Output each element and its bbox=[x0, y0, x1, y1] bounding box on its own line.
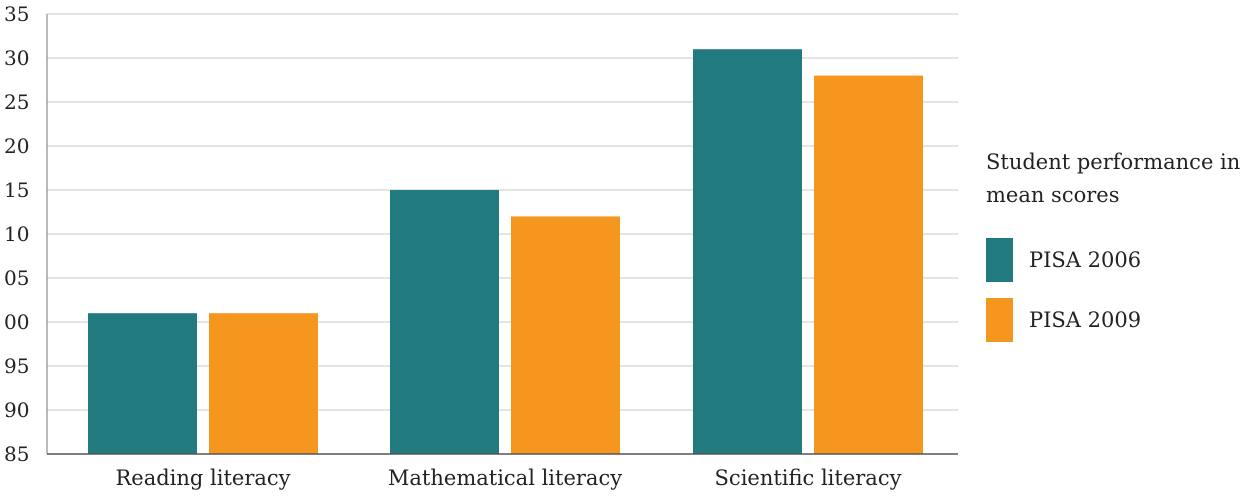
legend-swatch-pisa-2006 bbox=[986, 238, 1013, 282]
x-axis-category-labels: Reading literacy Mathematical literacy Sci… bbox=[115, 466, 901, 490]
bars bbox=[88, 49, 923, 454]
bar-pisa-2006-scientific-literacy bbox=[693, 49, 802, 454]
legend-item-pisa-2009: PISA 2009 bbox=[986, 298, 1248, 342]
y-tick-label: 95 bbox=[4, 354, 29, 378]
y-tick-label: 25 bbox=[4, 90, 29, 114]
y-tick-label: 30 bbox=[4, 46, 29, 70]
y-tick-label: 15 bbox=[4, 178, 29, 202]
y-axis-tick-labels: 85 90 95 00 05 10 15 20 25 30 35 bbox=[4, 2, 29, 466]
y-tick-label: 35 bbox=[4, 2, 29, 26]
bar-chart: 85 90 95 00 05 10 15 20 25 30 35 Reading literacy M… bbox=[4, 2, 958, 490]
legend-title: Student performance in mean scores bbox=[986, 150, 1241, 207]
y-tick-label: 00 bbox=[4, 310, 29, 334]
x-category-label: Mathematical literacy bbox=[388, 466, 622, 490]
legend-swatch-pisa-2009 bbox=[986, 298, 1013, 342]
y-tick-label: 05 bbox=[4, 266, 29, 290]
y-tick-label: 20 bbox=[4, 134, 29, 158]
x-category-label: Reading literacy bbox=[115, 466, 290, 490]
bar-pisa-2006-reading-literacy bbox=[88, 313, 197, 454]
bar-pisa-2006-mathematical-literacy bbox=[390, 190, 499, 454]
bar-pisa-2009-reading-literacy bbox=[209, 313, 318, 454]
bar-pisa-2009-mathematical-literacy bbox=[511, 216, 620, 454]
legend-label-pisa-2006: PISA 2006 bbox=[1029, 248, 1142, 272]
legend-label-pisa-2009: PISA 2009 bbox=[1029, 308, 1142, 332]
y-tick-label: 85 bbox=[4, 442, 29, 466]
gridlines bbox=[47, 13, 958, 411]
x-category-label: Scientific literacy bbox=[715, 466, 902, 490]
y-tick-label: 10 bbox=[4, 222, 29, 246]
legend-item-pisa-2006: PISA 2006 bbox=[986, 238, 1248, 282]
bar-pisa-2009-scientific-literacy bbox=[814, 75, 923, 454]
y-tick-label: 90 bbox=[4, 398, 29, 422]
legend: Student performance in mean scores PISA … bbox=[986, 146, 1248, 358]
